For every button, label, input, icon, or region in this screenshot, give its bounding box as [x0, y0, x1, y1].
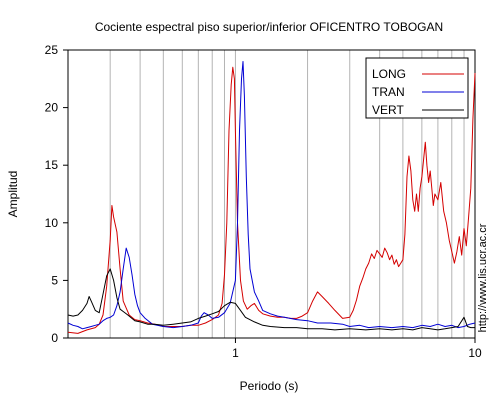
- y-tick-label: 15: [45, 158, 59, 172]
- x-tick-label: 1: [232, 346, 239, 360]
- y-tick-label: 5: [51, 273, 58, 287]
- chart-title: Cociente espectral piso superior/inferio…: [95, 20, 443, 34]
- legend-label-vert: VERT: [372, 103, 404, 117]
- axis-ticks: 0 5 10 15 20 25 1 10: [45, 43, 482, 360]
- y-tick-label: 20: [45, 101, 59, 115]
- series-layer: [67, 61, 476, 334]
- y-tick-label: 0: [51, 331, 58, 345]
- legend-label-long: LONG: [372, 67, 406, 81]
- source-url-note: http://www.lis.ucr.ac.cr: [477, 223, 489, 332]
- y-tick-label: 25: [45, 43, 59, 57]
- y-axis-label: Amplitud: [6, 171, 20, 218]
- legend-label-tran: TRAN: [372, 85, 405, 99]
- series-line-tran: [67, 61, 476, 330]
- legend: LONG TRAN VERT: [365, 57, 469, 119]
- x-axis-label: Periodo (s): [240, 379, 299, 393]
- x-tick-label: 10: [468, 346, 482, 360]
- legend-box: [365, 57, 469, 119]
- plot-area-frame: [67, 49, 476, 339]
- series-line-vert: [67, 268, 475, 331]
- y-tick-label: 10: [45, 216, 59, 230]
